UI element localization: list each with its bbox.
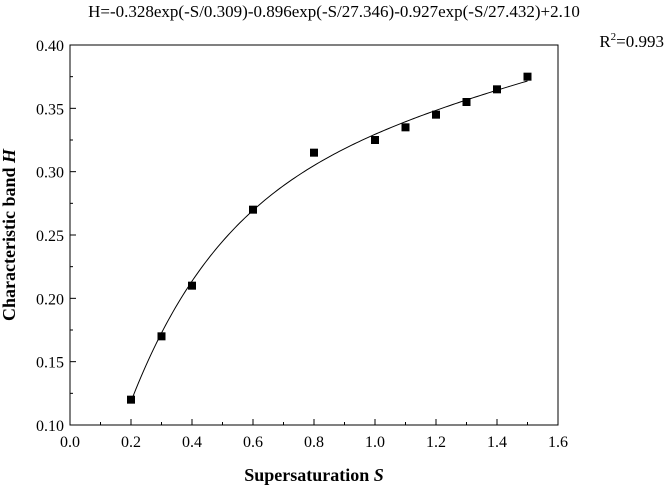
data-point <box>401 123 410 132</box>
x-axis-title: Supersaturation S <box>244 465 384 485</box>
data-point <box>462 98 471 106</box>
data-point <box>523 72 532 81</box>
fit-equation: H=-0.328exp(-S/0.309)-0.896exp(-S/27.346… <box>88 2 580 21</box>
fit-curve <box>130 80 528 402</box>
y-tick-label: 0.30 <box>36 165 64 182</box>
y-tick-label: 0.15 <box>36 355 64 372</box>
data-point <box>371 136 379 144</box>
y-tick-label: 0.40 <box>36 38 64 55</box>
x-tick-label: 0.6 <box>243 434 263 451</box>
y-tick-label: 0.25 <box>36 228 64 245</box>
x-axis-ticks: 0.0 0.2 0.4 0.6 0.8 1.0 1.2 1.4 1.6 <box>60 419 568 451</box>
data-points <box>127 72 532 404</box>
x-tick-label: 1.0 <box>365 434 385 451</box>
y-tick-label: 0.20 <box>36 291 64 308</box>
data-point <box>493 85 501 94</box>
r-squared-label: R2=0.993 <box>599 31 664 51</box>
data-point <box>188 281 196 290</box>
x-tick-label: 1.2 <box>426 434 446 451</box>
data-point <box>249 205 257 214</box>
x-tick-label: 0.0 <box>60 434 80 451</box>
y-tick-label: 0.10 <box>36 418 64 435</box>
y-tick-label: 0.35 <box>36 101 64 118</box>
data-point <box>157 332 166 341</box>
x-tick-label: 0.4 <box>182 434 202 451</box>
x-tick-label: 1.4 <box>487 434 507 451</box>
y-axis-ticks: 0.10 0.15 0.20 0.25 0.30 0.35 0.40 <box>36 38 76 435</box>
data-point <box>127 395 135 404</box>
x-tick-label: 0.2 <box>121 434 141 451</box>
data-point <box>432 110 440 119</box>
x-tick-label: 0.8 <box>304 434 324 451</box>
data-point <box>310 148 318 157</box>
x-tick-label: 1.6 <box>548 434 568 451</box>
y-axis-title: Characteristic band H <box>0 148 19 321</box>
plot-frame <box>69 44 559 426</box>
